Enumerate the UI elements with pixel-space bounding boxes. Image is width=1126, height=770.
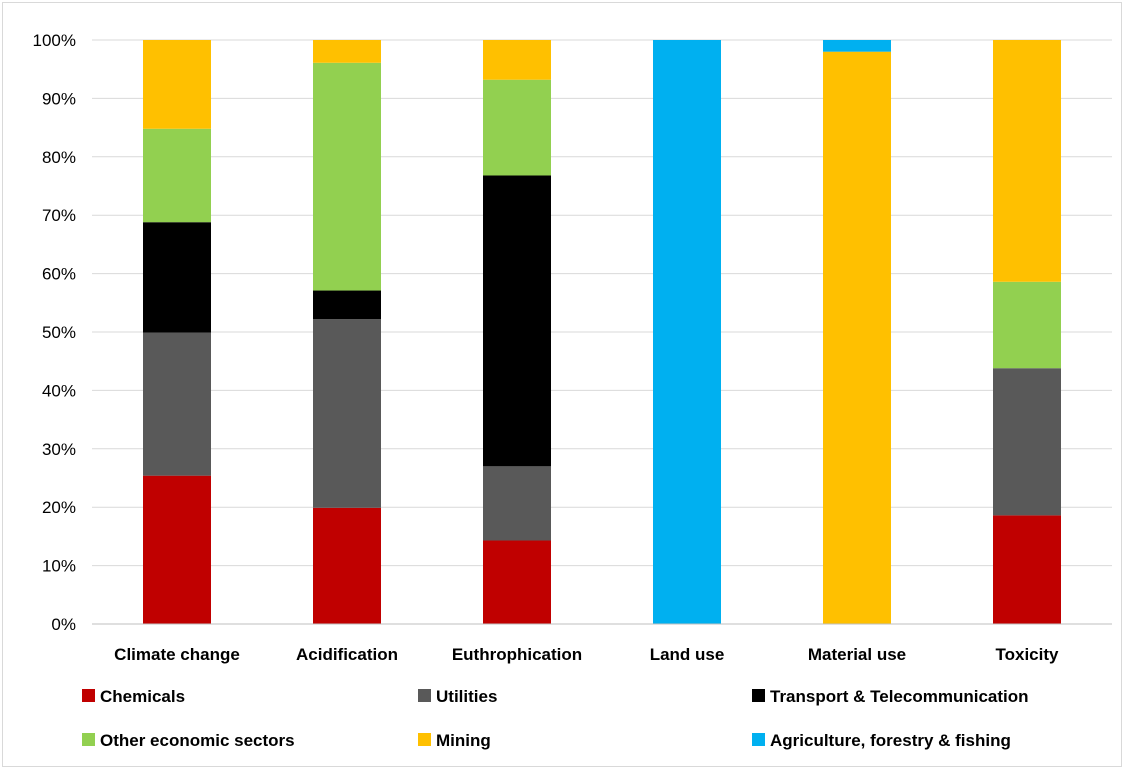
x-category-label: Toxicity [996,645,1060,664]
bar-segment [483,40,551,80]
y-tick-label: 40% [42,381,76,400]
y-axis-tick-labels: 0% 10% 20% 30% 40% 50% 60% 70% 80% 90% 100% [33,31,76,634]
bar-segment [993,281,1061,369]
y-tick-label: 60% [42,265,76,284]
legend-swatch [82,689,95,702]
bar-segment [993,515,1061,624]
x-category-label: Land use [650,645,725,664]
bar-segment [313,319,381,508]
x-category-label: Acidification [296,645,398,664]
legend: Chemicals Utilities Transport & Telecommun… [82,687,1029,750]
legend-swatch [752,689,765,702]
bar-segment [993,40,1061,282]
y-tick-label: 20% [42,498,76,517]
bar-segment [313,507,381,624]
bar-segment [143,475,211,624]
bar-segment [823,40,891,52]
legend-label: Mining [436,731,491,750]
y-tick-label: 80% [42,148,76,167]
y-tick-label: 10% [42,557,76,576]
bars [143,40,1061,625]
y-tick-label: 90% [42,89,76,108]
legend-label: Utilities [436,687,497,706]
legend-label: Other economic sectors [100,731,295,750]
legend-swatch [418,689,431,702]
bar-segment [313,62,381,291]
bar-segment [313,290,381,320]
x-category-label: Euthrophication [452,645,582,664]
y-tick-label: 30% [42,440,76,459]
legend-label: Agriculture, forestry & fishing [770,731,1011,750]
y-tick-label: 0% [51,615,76,634]
bar-segment [993,368,1061,516]
bar-segment [143,40,211,129]
legend-label: Transport & Telecommunication [770,687,1029,706]
bar-segment [653,40,721,624]
legend-swatch [752,733,765,746]
legend-swatch [82,733,95,746]
x-category-label: Climate change [114,645,240,664]
bar-segment [483,540,551,624]
bar-segment [823,51,891,625]
bar-segment [313,40,381,63]
y-tick-label: 100% [33,31,76,50]
bar-segment [483,79,551,176]
legend-swatch [418,733,431,746]
bar-segment [143,332,211,476]
bar-segment [483,466,551,541]
bar-segment [143,222,211,333]
y-tick-label: 50% [42,323,76,342]
x-axis-category-labels: Climate change Acidification Euthrophicati… [114,645,1059,664]
x-category-label: Material use [808,645,906,664]
legend-label: Chemicals [100,687,185,706]
bar-segment [483,175,551,467]
gridlines [92,39,1112,567]
bar-segment [143,128,211,223]
y-tick-label: 70% [42,206,76,225]
